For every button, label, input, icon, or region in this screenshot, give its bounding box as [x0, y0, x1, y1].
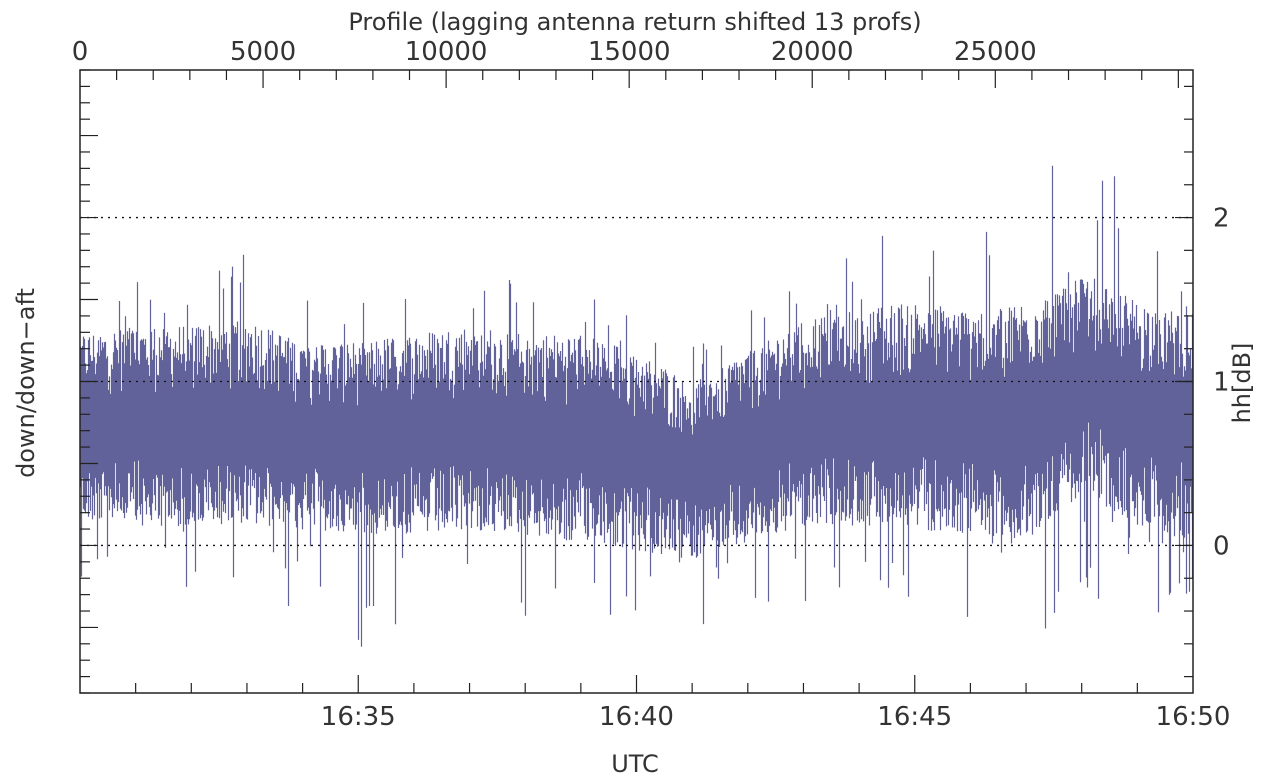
bottom-axis-tick-label: 16:35 — [321, 702, 396, 732]
bottom-axis-tick-label: 16:40 — [599, 702, 674, 732]
data-series-layer — [79, 165, 1194, 647]
axis-ticks: 0 1 2 16:35 16:40 16:45 16:50 0 5000 10000 15000 20… — [72, 37, 1231, 732]
top-axis-tick-label: 20000 — [771, 37, 854, 67]
left-axis-title: down/down−aft — [12, 288, 40, 478]
bottom-axis-tick-label: 16:50 — [1156, 702, 1231, 732]
right-axis-tick-label: 0 — [1213, 531, 1230, 561]
top-axis-tick-label: 0 — [72, 37, 89, 67]
top-axis-tick-label: 25000 — [954, 37, 1037, 67]
right-axis-title: hh[dB] — [1228, 343, 1256, 424]
top-axis-tick-label: 10000 — [405, 37, 488, 67]
right-axis-tick-label: 2 — [1213, 204, 1230, 234]
top-axis-tick-label: 5000 — [230, 37, 296, 67]
bottom-axis-tick-label: 16:45 — [877, 702, 952, 732]
series-trace — [79, 165, 1194, 647]
right-axis-tick-label: 1 — [1213, 368, 1230, 398]
top-axis-title: Profile (lagging antenna return shifted … — [348, 8, 921, 36]
x-axis-title: UTC — [611, 750, 659, 778]
top-axis-tick-label: 15000 — [588, 37, 671, 67]
